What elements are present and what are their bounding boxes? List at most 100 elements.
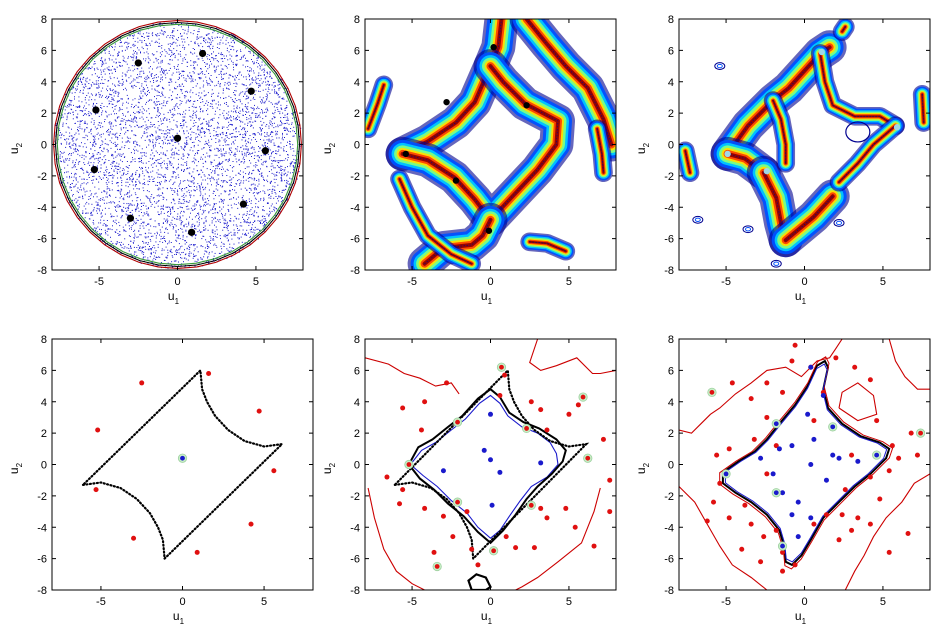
sample-point [73, 164, 75, 166]
sample-point [170, 213, 171, 215]
sample-point [207, 198, 209, 200]
sample-point [127, 192, 129, 194]
sample-point [251, 147, 253, 149]
sample-point [130, 203, 132, 205]
sample-point [245, 134, 247, 136]
sample-point [135, 118, 137, 120]
sample-point [290, 178, 292, 180]
sample-point [173, 154, 175, 156]
sample-point [230, 41, 232, 43]
sample-point [250, 162, 252, 164]
sample-point [209, 204, 211, 206]
sample-point [182, 215, 184, 217]
sample-point [113, 161, 115, 163]
sample-point [243, 54, 245, 56]
sample-point [194, 61, 196, 63]
sample-point [282, 189, 284, 191]
sample-point [84, 143, 86, 145]
sample-point [196, 188, 198, 190]
sample-point [180, 188, 182, 190]
sample-point [110, 113, 112, 115]
sample-point [167, 129, 169, 130]
sample-point [188, 192, 190, 194]
sample-point [178, 84, 180, 86]
sample-point [182, 231, 184, 233]
sample-point [183, 95, 185, 97]
sample-point [197, 136, 199, 138]
sample-point [102, 61, 104, 62]
sample-point [203, 40, 205, 42]
sample-point [79, 176, 81, 178]
sample-point [121, 154, 123, 156]
sample-point [141, 157, 142, 159]
sample-point [266, 124, 268, 125]
sample-point [189, 255, 191, 257]
sample-point [189, 149, 191, 151]
sample-point [268, 213, 270, 215]
sample-point [142, 246, 144, 248]
sample-point [160, 95, 162, 97]
sample-point [254, 229, 256, 231]
sample-point [110, 202, 112, 204]
sample-point [100, 126, 102, 128]
sample-point [144, 109, 145, 111]
sample-point [106, 177, 108, 178]
sample-point [244, 127, 246, 129]
sample-point [208, 125, 210, 127]
sample-point [90, 121, 92, 123]
sample-point [208, 189, 210, 191]
sample-point [62, 125, 64, 127]
sample-point [169, 130, 171, 132]
sample-point [288, 123, 290, 125]
sample-point [92, 164, 94, 166]
sample-point [287, 141, 288, 143]
sample-point [158, 42, 160, 44]
sample-point [232, 61, 234, 63]
sample-point [68, 127, 70, 129]
sample-point [126, 94, 128, 96]
sample-point [100, 82, 102, 84]
sample-point [213, 66, 215, 68]
sample-point [104, 119, 106, 120]
sample-point [248, 214, 250, 216]
sample-point [95, 157, 97, 159]
sample-point [288, 130, 290, 132]
sample-point [144, 132, 146, 134]
sample-point [203, 204, 205, 206]
sample-point [268, 171, 270, 172]
sample-point [109, 93, 111, 95]
sample-point [229, 45, 231, 47]
sample-point [226, 118, 228, 120]
sample-point [77, 149, 78, 151]
sample-point [217, 101, 219, 103]
sample-point [159, 163, 161, 165]
sample-point [199, 87, 201, 89]
sample-point [148, 161, 150, 162]
sample-point [113, 39, 115, 41]
sample-point [150, 262, 152, 264]
sample-point [103, 174, 105, 176]
sample-point [293, 169, 295, 171]
sample-point [204, 160, 206, 162]
sample-point [141, 251, 143, 252]
sample-point [279, 113, 281, 115]
sample-point [179, 77, 180, 79]
sample-point [191, 142, 193, 143]
sample-point [88, 104, 90, 106]
sample-point [256, 113, 258, 115]
sample-point [164, 105, 166, 107]
sample-point [266, 213, 268, 215]
sample-point [272, 165, 274, 167]
sample-point [254, 155, 256, 157]
sample-point [137, 68, 139, 70]
sample-point [260, 159, 262, 161]
sample-point [188, 107, 190, 108]
sample-point [119, 206, 121, 208]
sample-point [172, 176, 174, 178]
sample-point [242, 56, 244, 58]
sample-point [92, 155, 94, 157]
sample-point [120, 252, 122, 254]
sample-point [66, 158, 68, 160]
sample-point [258, 86, 259, 88]
sample-point [287, 180, 289, 182]
